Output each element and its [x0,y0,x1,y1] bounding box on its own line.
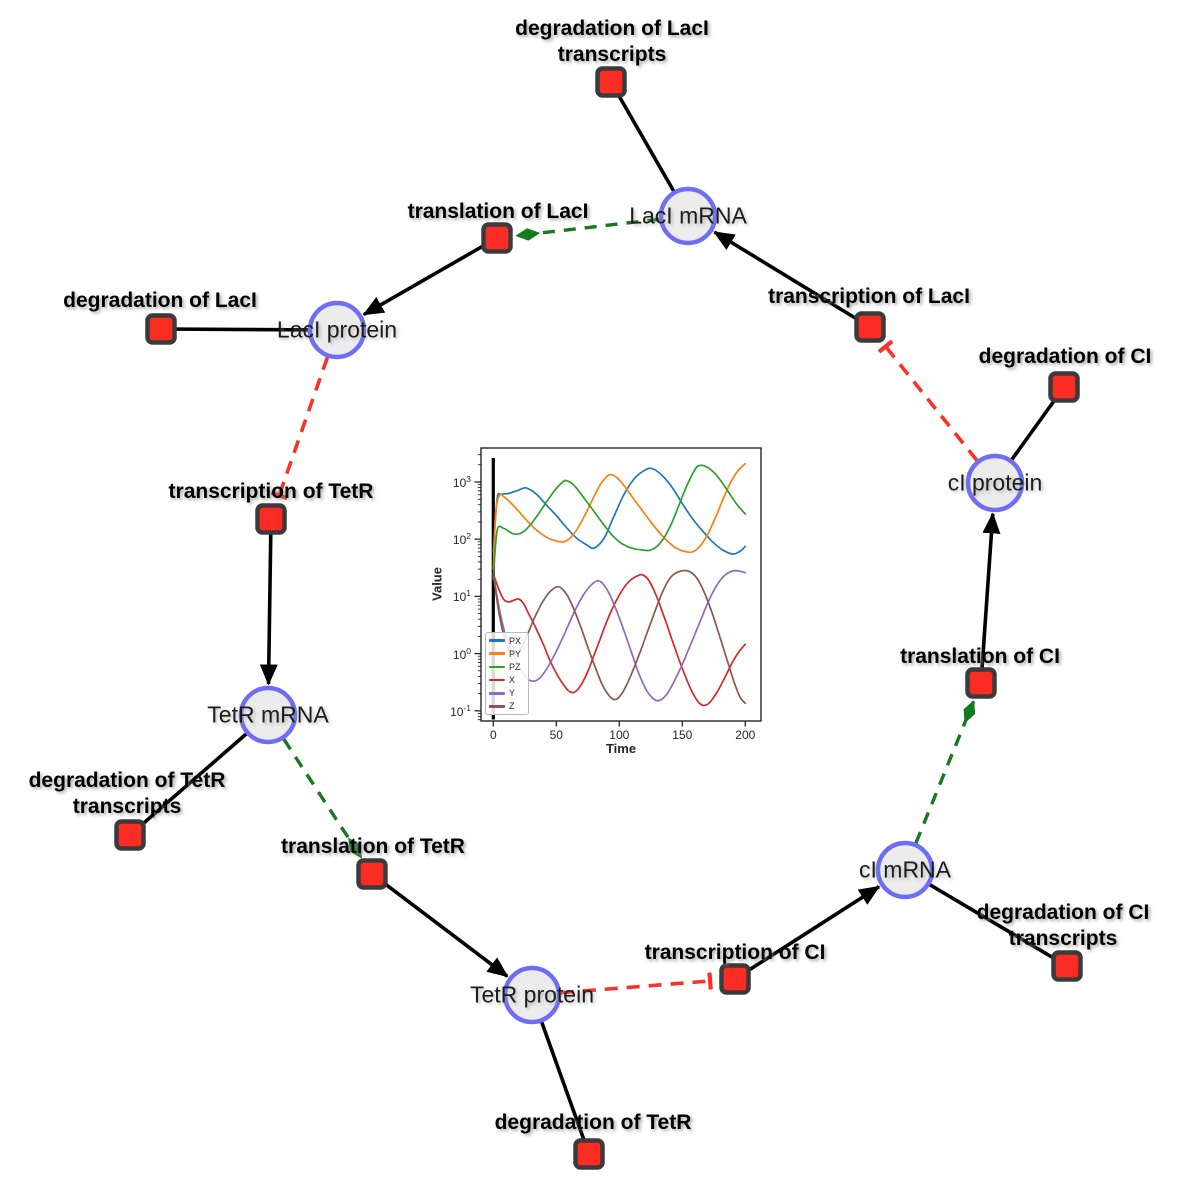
chart-y-tick-label: 103 [431,474,471,490]
chart-y-tick-label: 100 [431,646,471,662]
species-node-tetr-mrna [238,685,298,745]
y-tick-exponent: 0 [466,645,471,656]
series-line-Y [492,569,747,702]
legend-label: Z [509,701,515,712]
y-tick-base: 10 [450,704,464,719]
series-line-Z [492,569,747,705]
edge-reactant-ci-mrna-to-deg-ci-transcripts [904,868,1068,968]
species-node-laci-mrna [658,186,718,246]
chart-y-tick-label: 102 [431,531,471,547]
edge-inhibitor-ci-protein-to-transcription-laci [878,339,979,462]
edge-modifier-ci-mrna-to-translation-ci [914,700,976,844]
y-tick-exponent: 3 [466,474,471,484]
reaction-node-translation-tetr [356,858,388,890]
chart-plot-svg [474,447,762,727]
legend-entry-X: X [489,674,528,686]
series-line-X [492,572,747,707]
species-node-laci-protein [307,300,367,360]
legend-swatch-PY [489,652,505,656]
reaction-node-transcription-tetr [255,503,287,535]
series-line-PZ [492,464,747,581]
legend-swatch-Z [489,705,505,708]
chart-x-tick-label: 200 [735,728,756,742]
edge-reactant-tetr-mrna-to-deg-tetr-transcripts [128,713,270,837]
y-tick-base: 10 [452,590,467,605]
legend-label: Y [509,688,516,699]
legend-entry-PY: PY [489,648,528,660]
legend-entry-PZ: PZ [489,661,528,673]
edge-modifier-tetr-mrna-to-translation-tetr [282,738,363,859]
edge-product-transcription-tetr-to-tetr-mrna [259,518,278,686]
edge-modifier-laci-mrna-to-translation-laci [515,217,660,241]
legend-entry-Z: Z [489,700,528,712]
legend-label: X [509,675,516,686]
reaction-node-deg-ci-transcripts [1051,950,1083,982]
reaction-node-deg-laci-transcripts [595,66,627,98]
reaction-node-transcription-ci [719,963,751,995]
edge-product-translation-ci-to-ci-protein [979,512,1001,684]
species-node-ci-protein [965,453,1025,513]
reaction-node-deg-tetr [573,1138,605,1170]
chart-y-axis-label: Value [429,567,445,601]
y-tick-base: 10 [452,647,467,662]
edge-product-transcription-laci-to-laci-mrna [713,230,871,329]
chart-legend: PX PY PZ X Y Z [485,632,529,715]
y-tick-base: 10 [452,476,467,490]
edge-inhibitor-tetr-protein-to-transcription-ci [560,972,713,995]
chart-x-tick-label: 50 [549,728,563,742]
chart-x-axis-label: Time [605,741,637,756]
nodes-layer [114,66,1083,1170]
series-line-PX [492,467,747,555]
reaction-node-transcription-laci [854,311,886,343]
edge-product-translation-laci-to-laci-protein [362,236,498,317]
edge-product-transcription-ci-to-ci-mrna [734,885,881,981]
legend-entry-Y: Y [489,687,528,699]
series-line-PY [492,462,747,570]
inset-chart: 0 50 100 150 200 103 102 101 100 10-1 PX PY PZ X Y Z V… [425,435,777,767]
reaction-node-translation-ci [965,667,997,699]
legend-label: PX [509,635,522,646]
edge-reactant-laci-protein-to-deg-laci [160,327,338,332]
y-tick-exponent: 2 [466,531,471,542]
y-tick-exponent: -1 [463,702,471,713]
chart-x-tick-label: 100 [609,728,630,742]
legend-entry-PX: PX [489,635,528,647]
legend-label: PZ [509,661,521,672]
species-node-tetr-protein [502,965,562,1025]
legend-swatch-X [489,678,505,682]
edges-layer [128,81,1068,1155]
legend-label: PY [509,648,522,659]
chart-x-tick-label: 150 [672,728,693,742]
y-tick-exponent: 1 [466,588,471,599]
y-tick-base: 10 [452,533,467,548]
chart-x-tick-label: 0 [489,728,497,742]
reaction-node-deg-tetr-transcripts [114,819,146,851]
legend-swatch-PZ [489,665,505,669]
reaction-node-deg-ci [1048,371,1080,403]
chart-y-tick-label: 101 [431,588,471,604]
reaction-node-translation-laci [481,222,513,254]
edge-product-translation-tetr-to-tetr-protein [370,872,509,978]
chart-y-tick-label: 10-1 [431,703,471,719]
species-node-ci-mrna [875,840,935,900]
chart-ticks [474,454,746,727]
legend-swatch-Y [489,691,505,695]
edge-inhibitor-laci-protein-to-transcription-tetr [270,356,330,500]
legend-swatch-PX [489,639,505,642]
reaction-node-deg-laci [145,313,177,345]
